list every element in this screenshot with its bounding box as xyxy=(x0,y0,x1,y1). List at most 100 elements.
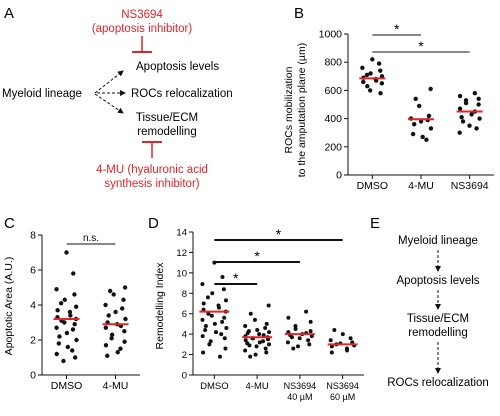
panel-d-data-point xyxy=(295,344,300,349)
arrow-to-tissue xyxy=(94,93,124,114)
panel-d-letter: D xyxy=(148,215,159,232)
panel-b-letter: B xyxy=(294,5,304,22)
panel-c-category-label: DMSO xyxy=(51,380,83,392)
panel-d-data-point xyxy=(248,311,253,316)
panel-b-data-point xyxy=(376,61,382,66)
panel-d-data-point xyxy=(213,330,218,335)
panel-b-data-point xyxy=(367,88,373,93)
panel-d-data-point xyxy=(201,307,206,312)
panel-d-data-point xyxy=(348,336,353,341)
panel-c-data-point xyxy=(111,292,116,297)
panel-d-data-point xyxy=(332,328,337,333)
panel-d-data-point xyxy=(200,282,205,287)
panel-c-data-point xyxy=(72,355,78,360)
panel-b-data-point xyxy=(418,119,424,124)
panel-d-data-point xyxy=(200,317,205,322)
panel-e: E Myeloid lineage Apoptosis levels Tissu… xyxy=(370,215,489,389)
panel-b-data-point xyxy=(420,134,425,140)
panel-c-data-point xyxy=(70,348,75,353)
panel-d-category-label: NS3694 xyxy=(326,381,359,391)
panel-d-data-point xyxy=(203,323,208,328)
panel-d-data-point xyxy=(329,350,334,355)
panel-d-category-label: NS3694 xyxy=(284,381,317,391)
panel-c-data-point xyxy=(119,306,125,311)
panel-d-data-point xyxy=(285,340,290,345)
panel-c-data-point xyxy=(58,301,64,306)
panel-b-data-point xyxy=(424,137,429,142)
myeloid-lineage-label: Myeloid lineage xyxy=(2,88,82,100)
panel-d-data-point xyxy=(350,340,355,345)
panel-c-data-point xyxy=(106,313,111,318)
panel-b-data-point xyxy=(476,102,481,107)
panel-b-significance-label: * xyxy=(394,21,400,37)
panel-b-data-point xyxy=(411,122,417,127)
panel-d-data-point xyxy=(306,338,311,343)
panel-d-data-point xyxy=(304,309,309,314)
panel-b-data-point xyxy=(459,114,464,120)
panel-d-data-point xyxy=(309,334,314,339)
panel-d-data-point xyxy=(253,352,258,357)
panel-b-data-point xyxy=(378,91,383,96)
e-step-myeloid: Myeloid lineage xyxy=(398,235,478,247)
panel-d-data-point xyxy=(263,346,268,351)
panel-b-ytick-label: 800 xyxy=(324,57,342,69)
panel-b-data-point xyxy=(378,68,383,73)
panel-c-data-point xyxy=(54,325,59,330)
panel-d-data-point xyxy=(267,330,272,335)
panel-c-ytick-label: 2 xyxy=(30,335,36,347)
panel-d-data-point xyxy=(216,305,221,310)
panel-d-data-point xyxy=(291,346,296,351)
panel-d-data-point xyxy=(289,335,294,340)
panel-c-ytick-label: 4 xyxy=(30,300,36,312)
panel-c-significance-label: n.s. xyxy=(83,233,99,244)
remodelling-label: remodelling xyxy=(137,126,196,138)
panel-c-data-point xyxy=(103,302,108,308)
panel-d-data-point xyxy=(245,331,250,336)
panel-b-data-point xyxy=(474,126,479,131)
panel-c-ytick-label: 8 xyxy=(30,230,36,242)
panel-c-ytick-label: 0 xyxy=(30,370,36,382)
panel-c-data-point xyxy=(61,358,66,364)
panel-d-data-point xyxy=(266,337,271,342)
panel-c-data-point xyxy=(64,330,70,336)
panel-b-data-point xyxy=(457,106,463,111)
panel-d-data-point xyxy=(203,328,208,333)
e-step-apoptosis: Apoptosis levels xyxy=(396,275,479,287)
panel-d-data-point xyxy=(247,343,252,348)
panel-c-data-point xyxy=(118,346,123,351)
panel-d-category-label: 60 µM xyxy=(330,392,355,402)
panel-b-data-point xyxy=(360,65,365,71)
panel-d-data-point xyxy=(286,330,291,335)
panel-d-category-label: 4-MU xyxy=(246,381,269,392)
4mu-label: 4-MU (hyaluronic acid xyxy=(96,164,208,176)
panel-d-data-point xyxy=(329,344,334,349)
panel-c-data-point xyxy=(109,332,115,337)
panel-b-category-label: 4-MU xyxy=(408,180,434,192)
panel-c-data-point xyxy=(70,327,76,332)
panel-d-ytick-label: 6 xyxy=(182,309,187,320)
ns3694-label: NS3694 xyxy=(121,9,163,21)
panel-d-significance-label: * xyxy=(276,226,282,242)
panel-d-data-point xyxy=(210,291,215,296)
panel-c-data-point xyxy=(72,292,77,297)
panel-b-category-label: DMSO xyxy=(357,180,389,192)
panel-b-data-point xyxy=(370,57,375,62)
panel-d-data-point xyxy=(243,348,248,353)
panel-b-data-point xyxy=(472,91,478,96)
panel-b-data-point xyxy=(379,81,385,86)
panel-d-data-point xyxy=(257,340,262,345)
panel-c-data-point xyxy=(73,304,79,309)
panel-b-ytick-label: 600 xyxy=(324,85,342,97)
panel-d-data-point xyxy=(308,319,313,324)
panel-d-data-point xyxy=(223,298,228,303)
panel-d-data-point xyxy=(266,303,271,308)
rocs-relocalization-label: ROCs relocalization xyxy=(131,88,233,100)
synthesis-inhibitor-label: synthesis inhibitor) xyxy=(104,178,199,190)
panel-b-ytick-label: 1000 xyxy=(319,29,343,41)
panel-b-ytick-label: 0 xyxy=(336,170,342,182)
panel-b-data-point xyxy=(379,74,385,79)
b-ylabel-line1: ROCs mobilization xyxy=(283,66,295,153)
panel-d-ytick-label: 2 xyxy=(182,350,187,361)
panel-b-data-point xyxy=(368,71,373,76)
